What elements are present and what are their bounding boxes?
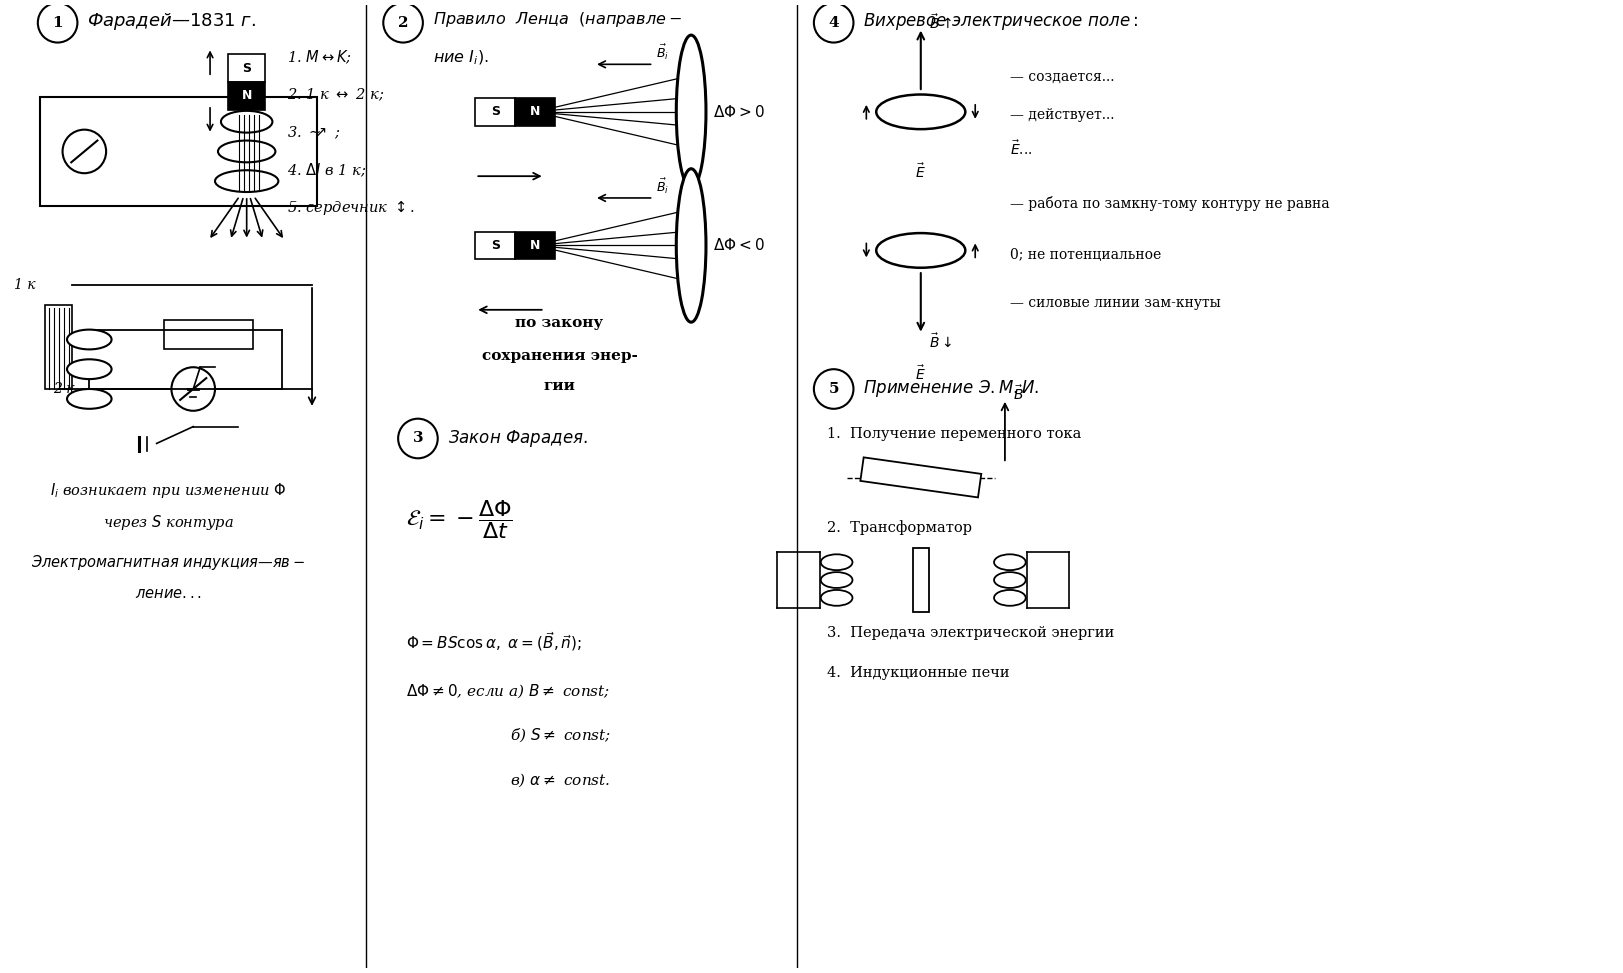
Bar [227,82,266,110]
Bar [45,305,73,389]
Text: $\mathit{Правило\ \ Ленца\ \ (направле-}$: $\mathit{Правило\ \ Ленца\ \ (направле-}… [433,11,682,29]
Ellipse shape [993,555,1026,570]
Text: S: S [490,105,500,119]
Text: 1.  Получение переменного тока: 1. Получение переменного тока [826,426,1081,441]
Bar [476,232,514,260]
Ellipse shape [677,168,706,322]
Text: 3: 3 [412,431,424,446]
Text: $\Delta\Phi < 0$: $\Delta\Phi < 0$ [712,237,764,253]
Text: 2 к: 2 к [52,382,75,396]
Ellipse shape [221,111,273,132]
Text: 2.  Трансформатор: 2. Трансформатор [826,521,972,535]
Text: $\mathit{ние\ I_i).}$: $\mathit{ние\ I_i).}$ [433,49,489,66]
Text: — создается...: — создается... [1010,70,1115,85]
Text: — силовые линии зам-кнуты: — силовые линии зам-кнуты [1010,296,1220,309]
Text: 5: 5 [828,382,839,396]
Text: $\vec{B_i}$: $\vec{B_i}$ [656,176,669,196]
Text: $\vec{E}$: $\vec{E}$ [915,365,927,383]
Text: гии: гии [544,379,576,393]
Text: 4.  Индукционные печи: 4. Индукционные печи [826,667,1010,680]
Text: $\Delta\Phi > 0$: $\Delta\Phi > 0$ [712,104,764,120]
Ellipse shape [67,330,112,349]
Text: $I_i$ возникает при изменении $\Phi$: $I_i$ возникает при изменении $\Phi$ [50,482,287,500]
Text: S: S [490,239,500,252]
Bar [41,97,316,206]
Text: 2. 1 к $\leftrightarrow$ 2 к;: 2. 1 к $\leftrightarrow$ 2 к; [287,87,385,103]
Text: 4: 4 [828,16,839,30]
Text: $\mathit{Фарадей — 1831\ г.}$: $\mathit{Фарадей — 1831\ г.}$ [88,12,256,32]
Text: $\mathit{Закон\ Фарадея.}$: $\mathit{Закон\ Фарадея.}$ [448,428,588,449]
Text: — действует...: — действует... [1010,108,1115,122]
Text: $\mathcal{E}_i = -\dfrac{\Delta\Phi}{\Delta t}$: $\mathcal{E}_i = -\dfrac{\Delta\Phi}{\De… [406,498,513,541]
Text: $\mathit{Электромагнитная\ индукция — яв-}$: $\mathit{Электромагнитная\ индукция — яв… [31,553,305,572]
Text: — работа по замкну-тому контуру не равна: — работа по замкну-тому контуру не равна [1010,197,1329,211]
Text: по закону: по закону [516,315,604,330]
Text: $\Delta\Phi \neq 0$, если а) $B \neq$ const;: $\Delta\Phi \neq 0$, если а) $B \neq$ co… [406,682,610,700]
Text: $\vec{E}$: $\vec{E}$ [915,162,927,181]
Text: N: N [242,90,252,102]
Polygon shape [860,457,982,497]
Ellipse shape [993,590,1026,606]
Text: 3. $\sim\!\!\!\!\!\nearrow$ ;: 3. $\sim\!\!\!\!\!\nearrow$ ; [287,125,341,141]
Text: $\mathit{ление...}$: $\mathit{ление...}$ [135,587,201,601]
Ellipse shape [821,572,852,588]
Ellipse shape [214,170,279,192]
Ellipse shape [993,572,1026,588]
Text: N: N [529,105,540,119]
Text: $\Phi = BS\cos\alpha,\ \alpha = (\vec{B}, \vec{n});$: $\Phi = BS\cos\alpha,\ \alpha = (\vec{B}… [406,630,583,653]
Text: 3.  Передача электрической энергии: 3. Передача электрической энергии [826,627,1113,640]
Text: $\vec{E}$...: $\vec{E}$... [1010,139,1032,158]
Ellipse shape [67,389,112,409]
Text: 1 к: 1 к [15,278,36,292]
Text: 1: 1 [52,16,63,30]
Bar [514,232,555,260]
Ellipse shape [876,234,966,268]
Text: $\vec{B}\uparrow$: $\vec{B}\uparrow$ [928,14,951,32]
Ellipse shape [876,94,966,129]
Ellipse shape [677,35,706,189]
Text: через $S$ контура: через $S$ контура [102,513,234,532]
Text: $\vec{B_i}$: $\vec{B_i}$ [656,43,669,62]
Ellipse shape [217,140,276,162]
Text: б) $S \neq$ const;: б) $S \neq$ const; [510,727,612,744]
Text: N: N [529,239,540,252]
Text: $\mathit{Применение\ Э.М.И.}$: $\mathit{Применение\ Э.М.И.}$ [863,378,1039,400]
Text: $\vec{B}\downarrow$: $\vec{B}\downarrow$ [928,333,951,350]
Text: 5. сердечник $\updownarrow$.: 5. сердечник $\updownarrow$. [287,198,415,217]
Text: 1. $M \leftrightarrow K$;: 1. $M \leftrightarrow K$; [287,49,352,66]
Text: $\mathit{Вихревое\ электрическое\ поле:}$: $\mathit{Вихревое\ электрическое\ поле:}… [863,12,1139,32]
Text: 0; не потенциальное: 0; не потенциальное [1010,248,1160,263]
Text: 4. $\Delta I$ в 1 к;: 4. $\Delta I$ в 1 к; [287,162,367,179]
Text: $\vec{B}$: $\vec{B}$ [1013,384,1024,403]
Ellipse shape [67,359,112,379]
Text: 2: 2 [398,16,409,30]
Bar [227,54,266,82]
Bar [514,98,555,126]
Text: в) $\alpha \neq$ const.: в) $\alpha \neq$ const. [510,772,610,789]
Bar [912,549,928,612]
Ellipse shape [821,590,852,606]
Bar [164,320,253,349]
Text: S: S [242,61,252,75]
Bar [476,98,514,126]
Text: сохранения энер-: сохранения энер- [482,349,638,363]
Ellipse shape [821,555,852,570]
